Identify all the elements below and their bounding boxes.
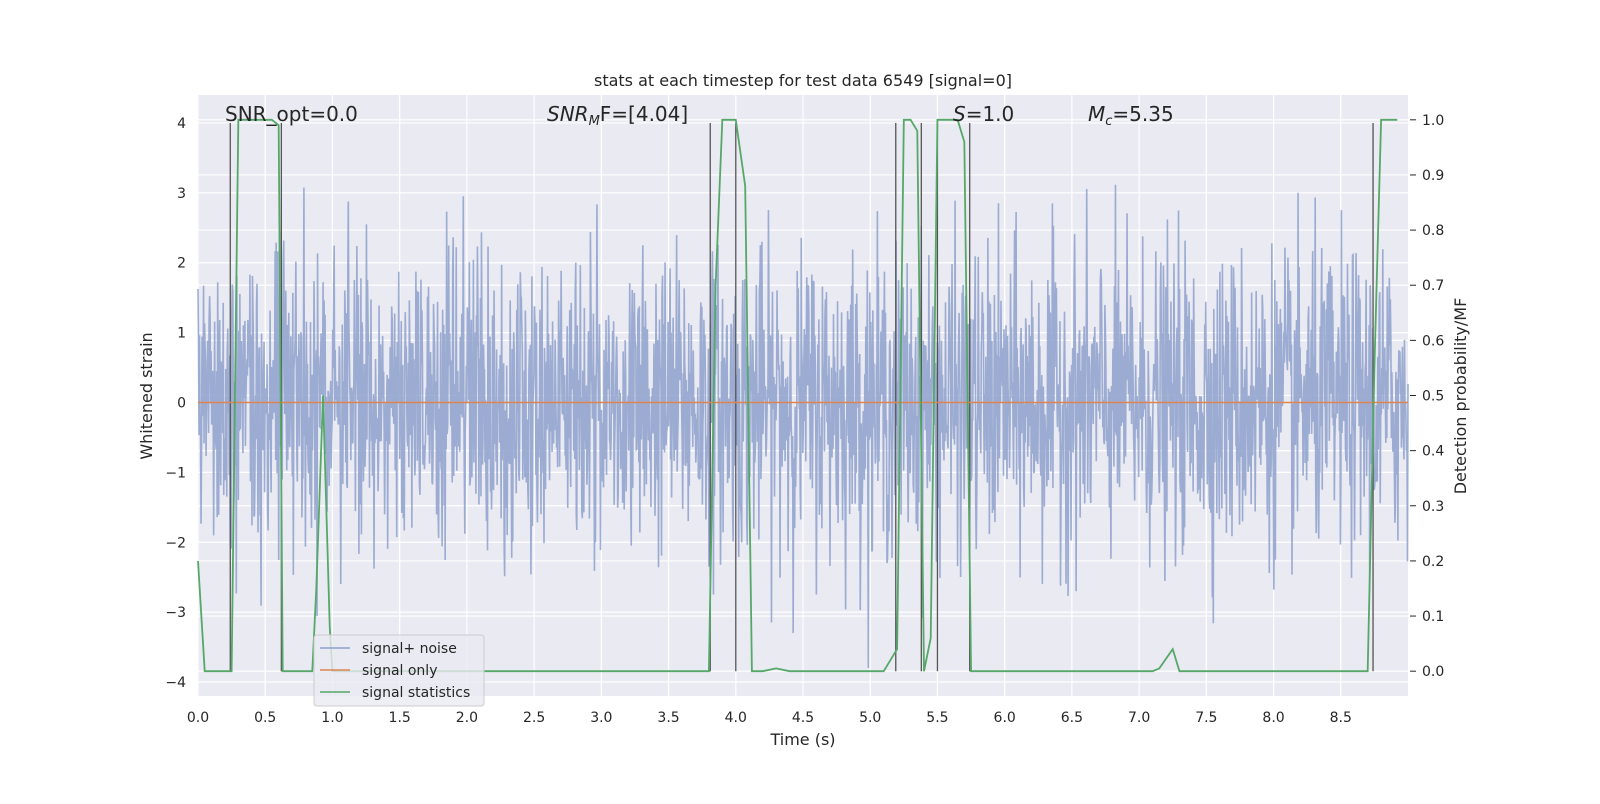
annotation-mc-sub: c <box>1105 114 1112 129</box>
x-tick-label: 0.0 <box>187 710 209 726</box>
x-tick-label: 5.0 <box>859 710 881 726</box>
y-left-tick-label: −4 <box>165 675 186 691</box>
x-tick-label: 6.5 <box>1061 710 1083 726</box>
x-tick-label: 3.0 <box>590 710 612 726</box>
x-tick-label: 5.5 <box>926 710 948 726</box>
annotation-snr-opt: SNR_opt=0.0 <box>225 102 358 126</box>
y-right-tick-label: 0.5 <box>1422 389 1444 405</box>
y-right-tick-label: 0.6 <box>1422 333 1444 349</box>
x-tick-label: 0.5 <box>254 710 276 726</box>
x-tick-label: 8.0 <box>1262 710 1284 726</box>
y-right-tick-label: 0.7 <box>1422 278 1444 294</box>
y-left-tick-label: 4 <box>177 116 186 132</box>
annotation-mc: Mc=5.35 <box>1088 102 1174 129</box>
x-tick-label: 1.5 <box>389 710 411 726</box>
y-left-axis-label: Whitened strain <box>137 332 156 459</box>
annotation-snr-mf-prefix: SNR <box>547 102 589 126</box>
y-left-tick-label: 2 <box>177 256 186 272</box>
annotation-snr-mf: SNRMF=[4.04] <box>547 102 688 129</box>
annotation-snr-mf-sub: M <box>589 114 600 129</box>
x-tick-label: 4.5 <box>792 710 814 726</box>
y-right-tick-label: 0.9 <box>1422 168 1444 184</box>
legend-label-signal-noise: signal+ noise <box>362 641 457 657</box>
x-tick-label: 2.0 <box>456 710 478 726</box>
annotation-mc-value: =5.35 <box>1112 102 1173 126</box>
y-left-tick-labels: 4 3 2 1 0 −1 −2 −3 −4 <box>165 116 186 691</box>
y-right-tick-label: 0.8 <box>1422 223 1444 239</box>
x-tick-label: 4.0 <box>725 710 747 726</box>
y-right-tick-label: 0.4 <box>1422 444 1444 460</box>
y-right-axis-label: Detection probability/MF <box>1451 298 1470 495</box>
annotation-s-symbol: S <box>953 102 966 126</box>
annotation-snr-mf-suffix: F=[4.04] <box>600 102 688 126</box>
y-left-tick-label: −1 <box>165 465 186 481</box>
legend: signal+ noise signal only signal statist… <box>314 635 484 706</box>
chart-title: stats at each timestep for test data 654… <box>594 71 1012 90</box>
x-tick-labels: 0.0 0.5 1.0 1.5 2.0 2.5 3.0 3.5 4.0 4.5 5.0 5.5 6.0 6… <box>187 710 1352 726</box>
x-tick-label: 7.5 <box>1195 710 1217 726</box>
y-left-tick-label: −2 <box>165 535 186 551</box>
y-left-tick-label: 1 <box>177 326 186 342</box>
x-tick-label: 7.0 <box>1128 710 1150 726</box>
annotation-s: S=1.0 <box>953 102 1014 126</box>
y-right-tick-label: 0.3 <box>1422 499 1444 515</box>
x-tick-label: 2.5 <box>523 710 545 726</box>
x-tick-label: 3.5 <box>657 710 679 726</box>
annotation-mc-symbol: M <box>1088 102 1105 126</box>
legend-label-signal-statistics: signal statistics <box>362 685 470 701</box>
annotation-s-value: =1.0 <box>966 102 1015 126</box>
x-tick-label: 6.0 <box>994 710 1016 726</box>
y-left-tick-label: −3 <box>165 605 186 621</box>
x-axis-label: Time (s) <box>769 730 835 749</box>
y-right-tick-labels: 1.0 0.9 0.8 0.7 0.6 0.5 0.4 0.3 0.2 0.1 0.0 <box>1410 113 1444 680</box>
y-right-tick-label: 0.1 <box>1422 609 1444 625</box>
y-left-tick-label: 3 <box>177 186 186 202</box>
y-right-tick-label: 0.0 <box>1422 664 1444 680</box>
x-tick-label: 1.0 <box>321 710 343 726</box>
x-tick-label: 8.5 <box>1330 710 1352 726</box>
y-left-tick-label: 0 <box>177 395 186 411</box>
y-right-tick-label: 1.0 <box>1422 113 1444 129</box>
legend-label-signal-only: signal only <box>362 663 437 679</box>
y-right-tick-label: 0.2 <box>1422 554 1444 570</box>
